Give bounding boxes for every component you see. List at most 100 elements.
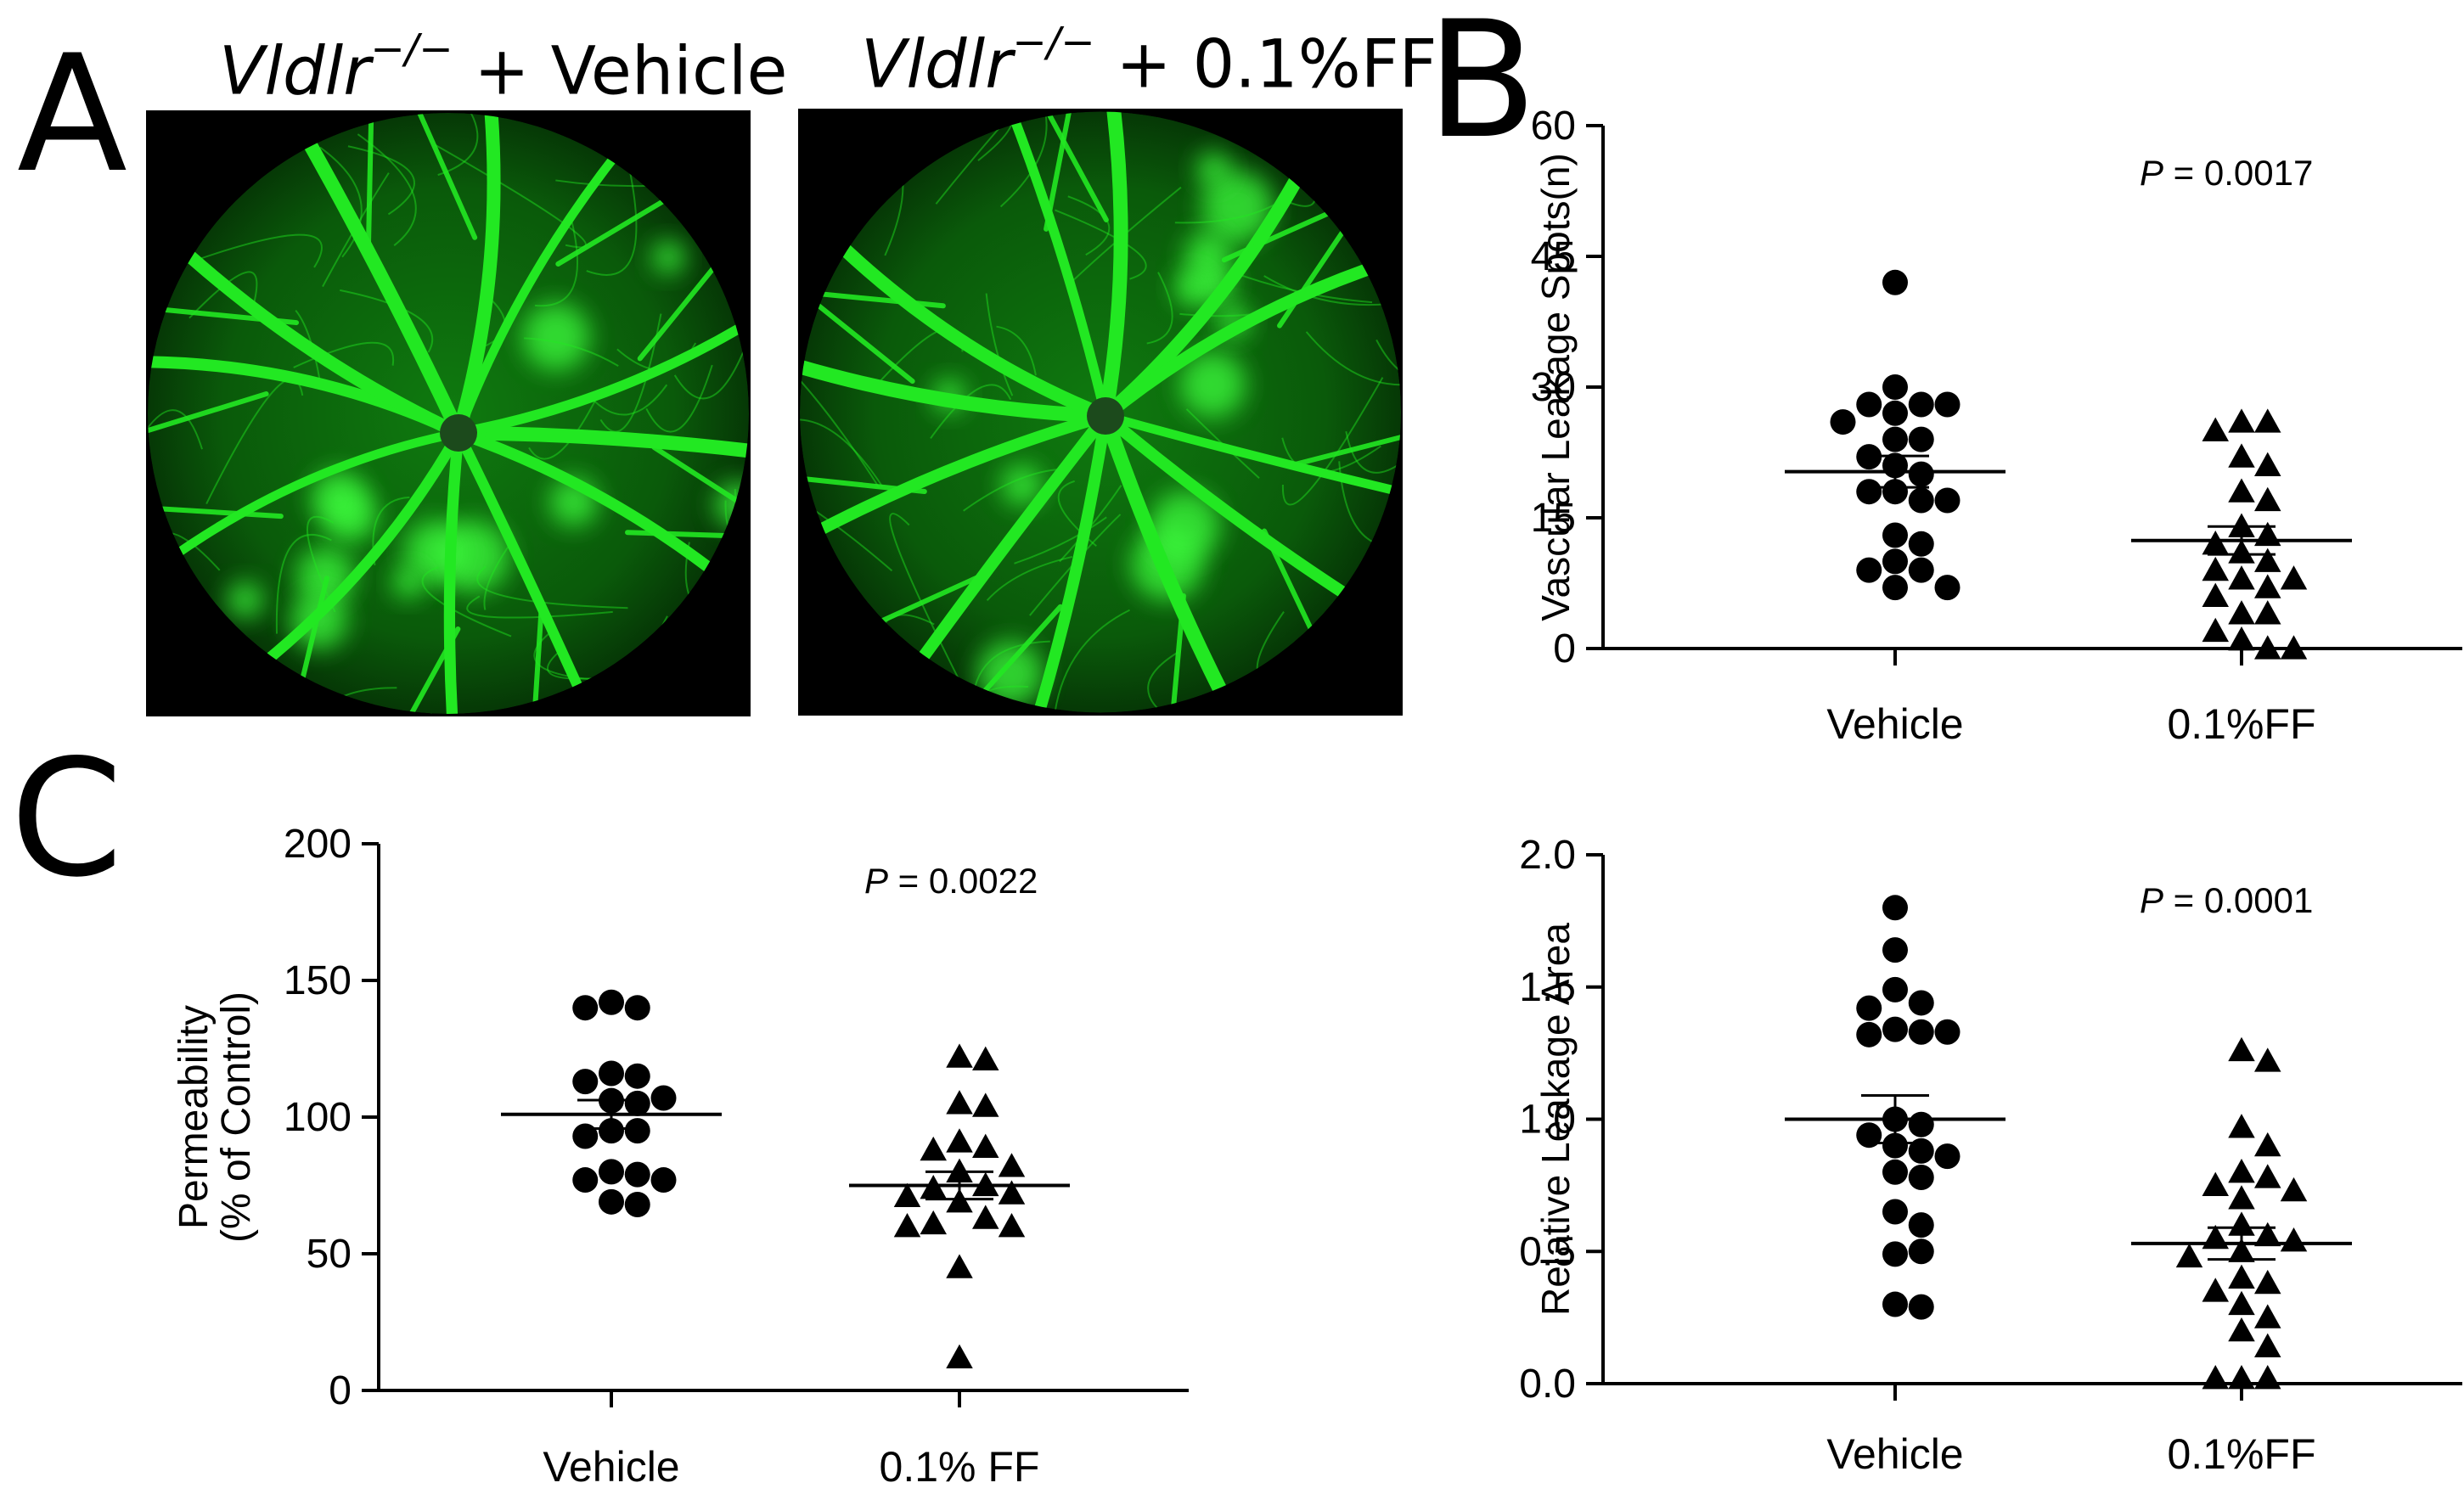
capillary — [466, 595, 613, 619]
data-point — [650, 1085, 677, 1111]
capillary — [340, 289, 434, 353]
data-point — [893, 1213, 921, 1238]
leakage-spot — [1150, 491, 1221, 562]
data-point — [998, 1213, 1026, 1238]
data-point — [624, 1118, 650, 1144]
data-point — [1856, 995, 1882, 1021]
data-point — [1908, 487, 1934, 514]
data-point — [2228, 600, 2255, 625]
capillary — [1055, 209, 1147, 280]
data-point — [2254, 408, 2281, 433]
data-point — [1934, 1143, 1961, 1170]
retinal-vessel — [287, 113, 466, 441]
y-tick-label: 0 — [329, 1368, 352, 1413]
data-point — [1908, 391, 1934, 418]
data-point — [2228, 443, 2255, 468]
data-point — [650, 1167, 677, 1194]
panel-letter-c: C — [10, 725, 123, 913]
x-tick-label: Vehicle — [1826, 1430, 1963, 1478]
data-point — [1856, 1021, 1882, 1047]
vessel-branch — [410, 113, 478, 240]
retinal-vessel — [1017, 410, 1111, 713]
p-value: P = 0.0017 — [2140, 153, 2313, 193]
data-point — [1908, 557, 1934, 583]
retinal-vessel — [451, 425, 749, 467]
y-axis-label: Relative Leakage Area — [1533, 923, 1578, 1316]
leakage-spot — [976, 640, 1044, 708]
vessel-branch — [1044, 111, 1078, 232]
y-tick-label: 0.5 — [1519, 1229, 1576, 1274]
data-point — [2280, 1177, 2308, 1202]
data-point — [1908, 1294, 1934, 1320]
capillary — [476, 565, 628, 609]
data-point — [2254, 452, 2281, 476]
y-tick-label: 100 — [284, 1095, 352, 1140]
data-point — [1908, 1212, 1934, 1238]
data-point — [624, 1161, 650, 1188]
data-point — [2228, 1317, 2255, 1342]
leakage-spot — [1201, 171, 1274, 244]
data-point — [1882, 1132, 1908, 1159]
retinal-vessel — [451, 113, 501, 441]
data-point — [2254, 1333, 2281, 1357]
data-point — [572, 1123, 599, 1149]
y-tick-label: 45 — [1531, 234, 1576, 279]
data-point — [2254, 1269, 2281, 1295]
data-point — [1856, 391, 1882, 418]
leakage-spot — [1179, 351, 1246, 418]
vessel-branch — [365, 113, 374, 261]
data-point — [2228, 513, 2255, 537]
capillary — [534, 216, 579, 307]
data-point — [2202, 1278, 2229, 1302]
data-point — [1882, 269, 1908, 295]
data-point — [1882, 426, 1908, 452]
treatment-label: + 0.1%FF — [1094, 26, 1437, 104]
capillary — [963, 468, 1060, 512]
p-symbol: P — [2140, 880, 2163, 920]
p-value: P = 0.0022 — [864, 861, 1038, 901]
data-point — [2228, 1264, 2255, 1289]
data-point — [1934, 575, 1961, 601]
data-point — [2280, 1227, 2308, 1252]
y-tick-label: 30 — [1531, 365, 1576, 410]
capillary — [483, 542, 511, 610]
data-point — [2254, 635, 2281, 660]
capillary — [425, 113, 479, 177]
data-point — [1882, 479, 1908, 505]
capillary — [586, 161, 638, 276]
y-axis-label: Permeability — [172, 1005, 217, 1229]
capillary — [524, 337, 619, 367]
capillary — [168, 233, 323, 271]
data-point — [2228, 1211, 2255, 1236]
data-point — [998, 1180, 1026, 1205]
retinal-vessel — [1100, 411, 1401, 508]
data-point — [1908, 426, 1934, 452]
fundus-title-ff: Vldlr−/− + 0.1%FF — [861, 19, 1437, 103]
data-point — [2254, 1164, 2281, 1188]
leakage-spot — [1184, 231, 1232, 279]
y-tick-label: 1.0 — [1519, 1098, 1576, 1143]
data-point — [2228, 1114, 2255, 1138]
y-tick-label: 1.5 — [1519, 965, 1576, 1010]
leakage-spot — [227, 581, 264, 619]
data-point — [946, 1254, 973, 1278]
capillary — [1014, 516, 1107, 564]
capillary — [1305, 331, 1401, 386]
data-point — [1908, 531, 1934, 557]
capillary — [800, 372, 880, 488]
leakage-spot — [311, 470, 367, 526]
data-point — [599, 1060, 624, 1087]
data-point — [1934, 1019, 1961, 1045]
x-tick-label: Vehicle — [1826, 700, 1963, 748]
data-point — [972, 1092, 999, 1117]
y-tick-label: 2.0 — [1519, 833, 1576, 878]
optic-disc — [1087, 397, 1124, 435]
capillary — [996, 325, 1037, 376]
data-point — [2228, 1365, 2255, 1390]
data-point — [2228, 1185, 2255, 1210]
p-number: = 0.0001 — [2163, 880, 2313, 920]
data-point — [2254, 600, 2281, 625]
data-point — [624, 1063, 650, 1089]
data-point — [2228, 626, 2255, 651]
data-point — [972, 1133, 999, 1159]
